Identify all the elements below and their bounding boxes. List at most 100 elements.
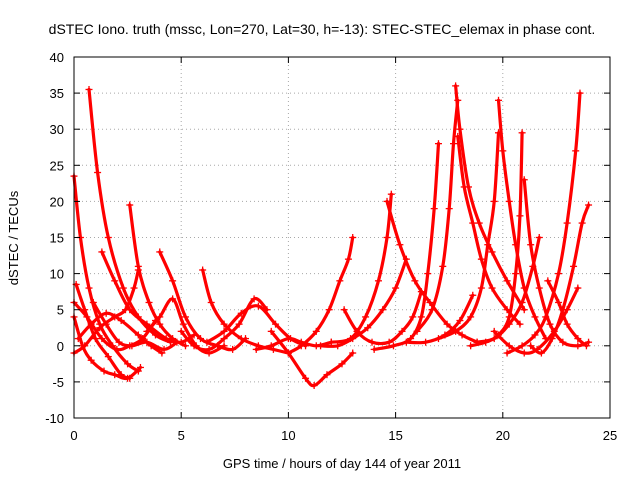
data-series xyxy=(284,234,357,357)
data-point xyxy=(370,345,378,353)
x-tick-label: 5 xyxy=(178,428,185,443)
data-point xyxy=(156,313,164,321)
data-point xyxy=(347,335,355,343)
data-point xyxy=(458,331,466,339)
data-point xyxy=(582,342,590,350)
data-point xyxy=(130,284,138,292)
data-point xyxy=(456,317,464,325)
data-point xyxy=(505,197,513,205)
data-point xyxy=(338,360,346,368)
data-point xyxy=(237,309,245,317)
data-point xyxy=(518,129,526,137)
data-point xyxy=(555,270,563,278)
data-point xyxy=(87,356,95,364)
data-point xyxy=(111,277,119,285)
data-point xyxy=(220,335,228,343)
data-point xyxy=(102,320,110,328)
data-point xyxy=(574,335,582,343)
data-point xyxy=(488,284,496,292)
data-point xyxy=(220,327,228,335)
data-series xyxy=(327,190,395,346)
data-point xyxy=(169,335,177,343)
data-point xyxy=(456,125,464,133)
data-point xyxy=(402,338,410,346)
data-point xyxy=(572,147,580,155)
data-point xyxy=(229,345,237,353)
data-point xyxy=(207,298,215,306)
data-point xyxy=(252,345,260,353)
series-line xyxy=(329,192,393,344)
data-point xyxy=(574,284,582,292)
data-point xyxy=(162,335,170,343)
y-tick-label: 30 xyxy=(50,122,64,137)
data-point xyxy=(454,96,462,104)
data-point xyxy=(578,219,586,227)
data-point xyxy=(205,345,213,353)
data-series xyxy=(413,96,462,335)
data-point xyxy=(169,277,177,285)
data-point xyxy=(559,338,567,346)
data-point xyxy=(325,306,333,314)
data-point xyxy=(237,335,245,343)
data-point xyxy=(546,320,554,328)
data-point xyxy=(126,306,134,314)
data-series xyxy=(490,284,582,357)
data-point xyxy=(312,327,320,335)
data-point xyxy=(454,132,462,140)
x-tick-label: 20 xyxy=(496,428,510,443)
data-series xyxy=(434,129,503,343)
data-point xyxy=(87,320,95,328)
data-point xyxy=(520,349,528,357)
data-series xyxy=(452,82,528,314)
data-point xyxy=(344,255,352,263)
data-point xyxy=(585,338,593,346)
data-point xyxy=(119,284,127,292)
data-series xyxy=(126,201,189,350)
data-point xyxy=(503,349,511,357)
data-point xyxy=(520,176,528,184)
data-point xyxy=(83,313,91,321)
data-point xyxy=(85,85,93,93)
data-point xyxy=(445,205,453,213)
data-point xyxy=(181,313,189,321)
data-point xyxy=(267,342,275,350)
x-tick-label: 25 xyxy=(603,428,617,443)
data-point xyxy=(220,342,228,350)
data-point xyxy=(158,349,166,357)
data-point xyxy=(531,313,539,321)
data-point xyxy=(520,306,528,314)
data-point xyxy=(516,212,524,220)
y-tick-label: -10 xyxy=(45,411,64,426)
data-point xyxy=(98,335,106,343)
data-point xyxy=(74,335,82,343)
data-point xyxy=(396,241,404,249)
data-point xyxy=(555,298,563,306)
data-point xyxy=(104,234,112,241)
data-point xyxy=(364,324,372,332)
data-point xyxy=(563,320,571,328)
data-point xyxy=(96,324,104,332)
data-point xyxy=(254,302,262,310)
data-point xyxy=(143,327,151,335)
data-point xyxy=(104,353,112,361)
data-point xyxy=(518,342,526,350)
series-line xyxy=(415,98,460,333)
data-point xyxy=(473,338,481,346)
x-axis-label: GPS time / hours of day 144 of year 2011 xyxy=(223,456,461,471)
data-point xyxy=(85,284,93,292)
data-point xyxy=(362,313,370,321)
data-point xyxy=(503,277,511,285)
series-line xyxy=(74,282,132,380)
data-point xyxy=(441,331,449,339)
data-point xyxy=(477,284,485,292)
data-point xyxy=(340,306,348,314)
data-series xyxy=(473,234,543,346)
data-point xyxy=(574,342,582,350)
data-point xyxy=(531,331,539,339)
data-point xyxy=(383,234,391,241)
data-point xyxy=(117,317,125,325)
data-point xyxy=(417,313,425,321)
data-point xyxy=(428,306,436,314)
data-point xyxy=(439,262,447,270)
